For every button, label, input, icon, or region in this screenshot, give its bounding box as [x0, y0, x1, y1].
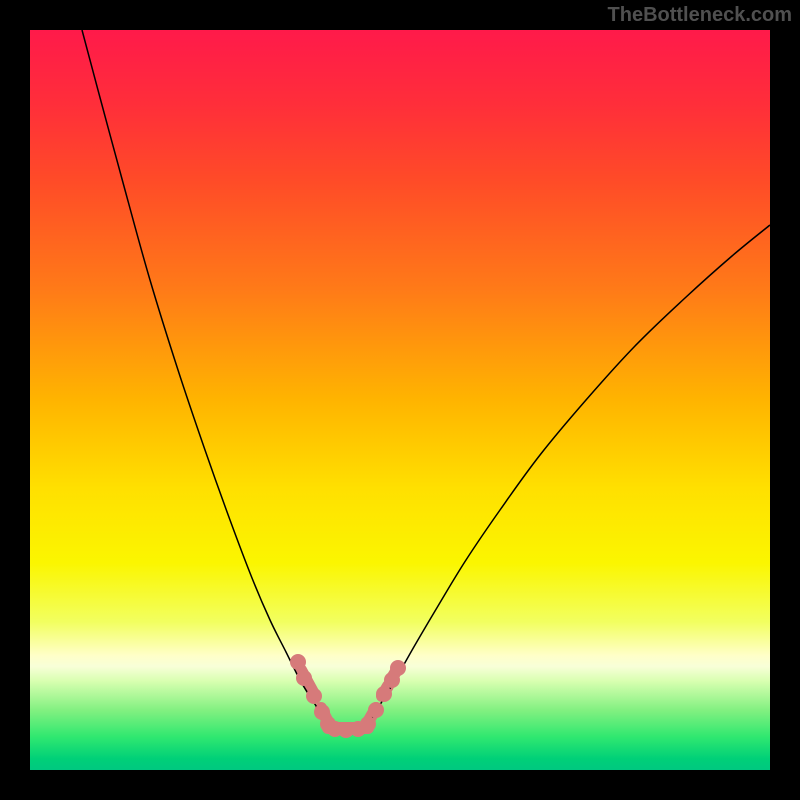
valley-marker [376, 686, 392, 702]
valley-marker [368, 702, 384, 718]
valley-marker [390, 660, 406, 676]
watermark-text: TheBottleneck.com [608, 4, 792, 27]
valley-marker [290, 654, 306, 670]
valley-marker [296, 670, 312, 686]
chart-svg [30, 30, 770, 770]
chart-background [30, 30, 770, 770]
valley-marker [306, 688, 322, 704]
bottleneck-chart [30, 30, 770, 770]
valley-marker [360, 716, 376, 732]
